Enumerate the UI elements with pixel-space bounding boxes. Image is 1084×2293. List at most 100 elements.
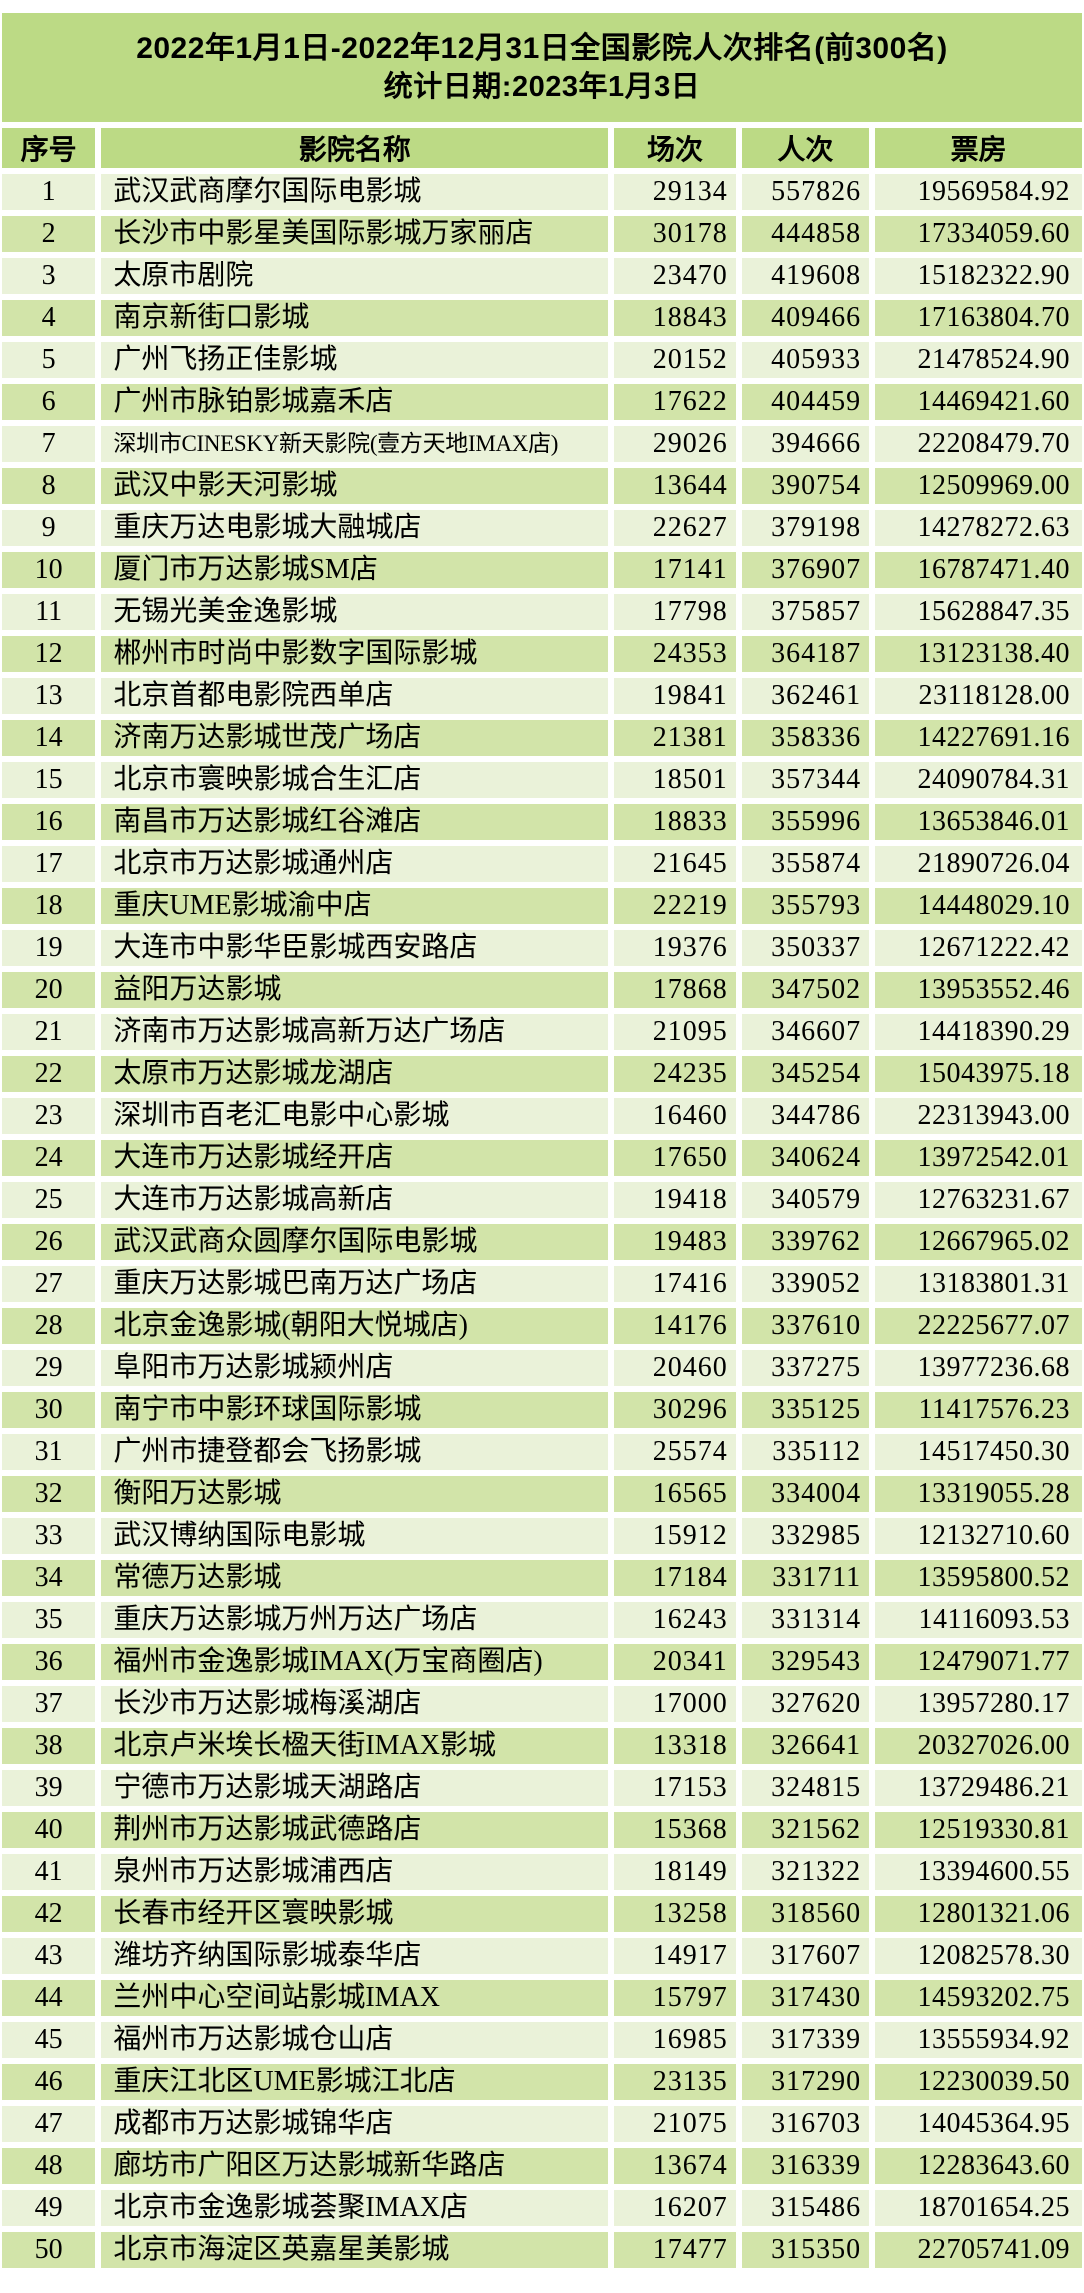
table-row: 28 北京金逸影城(朝阳大悦城店) 14176 337610 22225677.…: [2, 1308, 1082, 1344]
table-row: 15 北京市寰映影城合生汇店 18501 357344 24090784.31: [2, 762, 1082, 798]
cell-rank: 19: [2, 930, 96, 966]
cell-name: 南宁市中影环球国际影城: [101, 1392, 609, 1428]
cell-admissions: 329543: [741, 1644, 870, 1680]
cell-sessions: 17416: [614, 1266, 736, 1302]
cell-rank: 12: [2, 636, 96, 672]
cell-name: 常德万达影城: [101, 1560, 609, 1596]
cell-admissions: 444858: [741, 216, 870, 252]
cell-sessions: 19376: [614, 930, 736, 966]
cell-sessions: 21645: [614, 846, 736, 882]
cell-rank: 9: [2, 510, 96, 546]
cell-boxoffice: 18701654.25: [875, 2190, 1082, 2226]
cell-name: 武汉武商摩尔国际电影城: [101, 174, 609, 210]
cell-sessions: 15912: [614, 1518, 736, 1554]
cell-name: 成都市万达影城锦华店: [101, 2106, 609, 2142]
cell-boxoffice: 12230039.50: [875, 2064, 1082, 2100]
cell-name: 福州市万达影城仓山店: [101, 2022, 609, 2058]
table-row: 22 太原市万达影城龙湖店 24235 345254 15043975.18: [2, 1056, 1082, 1092]
cell-name: 武汉武商众圆摩尔国际电影城: [101, 1224, 609, 1260]
cell-rank: 42: [2, 1896, 96, 1932]
cell-rank: 15: [2, 762, 96, 798]
cell-rank: 2: [2, 216, 96, 252]
cell-rank: 29: [2, 1350, 96, 1386]
cell-admissions: 347502: [741, 972, 870, 1008]
table-row: 43 潍坊齐纳国际影城泰华店 14917 317607 12082578.30: [2, 1938, 1082, 1974]
cell-name: 廊坊市广阳区万达影城新华路店: [101, 2148, 609, 2184]
cell-rank: 18: [2, 888, 96, 924]
cell-boxoffice: 14517450.30: [875, 1434, 1082, 1470]
cell-rank: 23: [2, 1098, 96, 1134]
cell-admissions: 419608: [741, 258, 870, 294]
cell-boxoffice: 12801321.06: [875, 1896, 1082, 1932]
cell-sessions: 21075: [614, 2106, 736, 2142]
cell-sessions: 13674: [614, 2148, 736, 2184]
cell-sessions: 15797: [614, 1980, 736, 2016]
cell-boxoffice: 13729486.21: [875, 1770, 1082, 1806]
cell-admissions: 375857: [741, 594, 870, 630]
cell-boxoffice: 24090784.31: [875, 762, 1082, 798]
cell-sessions: 24353: [614, 636, 736, 672]
cell-boxoffice: 12519330.81: [875, 1812, 1082, 1848]
report-title: 2022年1月1日-2022年12月31日全国影院人次排名(前300名): [136, 31, 948, 65]
cinema-attendance-ranking-page: 2022年1月1日-2022年12月31日全国影院人次排名(前300名) 统计日…: [0, 13, 1084, 2293]
cell-name: 太原市万达影城龙湖店: [101, 1056, 609, 1092]
cell-sessions: 19483: [614, 1224, 736, 1260]
cell-rank: 3: [2, 258, 96, 294]
cell-admissions: 340579: [741, 1182, 870, 1218]
cell-admissions: 345254: [741, 1056, 870, 1092]
cell-rank: 30: [2, 1392, 96, 1428]
table-row: 3 太原市剧院 23470 419608 15182322.90: [2, 258, 1082, 294]
cell-name: 重庆万达影城巴南万达广场店: [101, 1266, 609, 1302]
cell-sessions: 20341: [614, 1644, 736, 1680]
cell-boxoffice: 12763231.67: [875, 1182, 1082, 1218]
cell-admissions: 339052: [741, 1266, 870, 1302]
table-row: 18 重庆UME影城渝中店 22219 355793 14448029.10: [2, 888, 1082, 924]
cell-boxoffice: 13319055.28: [875, 1476, 1082, 1512]
table-row: 23 深圳市百老汇电影中心影城 16460 344786 22313943.00: [2, 1098, 1082, 1134]
table-row: 38 北京卢米埃长楹天街IMAX影城 13318 326641 20327026…: [2, 1728, 1082, 1764]
cell-rank: 16: [2, 804, 96, 840]
cell-sessions: 20152: [614, 342, 736, 378]
table-row: 33 武汉博纳国际电影城 15912 332985 12132710.60: [2, 1518, 1082, 1554]
cell-boxoffice: 12132710.60: [875, 1518, 1082, 1554]
cell-boxoffice: 13972542.01: [875, 1140, 1082, 1176]
cell-rank: 11: [2, 594, 96, 630]
cell-rank: 35: [2, 1602, 96, 1638]
table-row: 32 衡阳万达影城 16565 334004 13319055.28: [2, 1476, 1082, 1512]
cell-sessions: 21381: [614, 720, 736, 756]
cell-boxoffice: 22208479.70: [875, 426, 1082, 462]
cell-name: 长沙市中影星美国际影城万家丽店: [101, 216, 609, 252]
cell-sessions: 16985: [614, 2022, 736, 2058]
cell-rank: 36: [2, 1644, 96, 1680]
cell-boxoffice: 22225677.07: [875, 1308, 1082, 1344]
table-row: 40 荆州市万达影城武德路店 15368 321562 12519330.81: [2, 1812, 1082, 1848]
cell-admissions: 317430: [741, 1980, 870, 2016]
cell-sessions: 16460: [614, 1098, 736, 1134]
table-row: 50 北京市海淀区英嘉星美影城 17477 315350 22705741.09: [2, 2232, 1082, 2268]
cell-sessions: 14176: [614, 1308, 736, 1344]
cell-name: 南京新街口影城: [101, 300, 609, 336]
table-row: 19 大连市中影华臣影城西安路店 19376 350337 12671222.4…: [2, 930, 1082, 966]
report-subtitle: 统计日期:2023年1月3日: [383, 70, 701, 103]
cell-boxoffice: 13953552.46: [875, 972, 1082, 1008]
cell-rank: 21: [2, 1014, 96, 1050]
cell-name: 北京首都电影院西单店: [101, 678, 609, 714]
cell-boxoffice: 13555934.92: [875, 2022, 1082, 2058]
table-row: 17 北京市万达影城通州店 21645 355874 21890726.04: [2, 846, 1082, 882]
cell-boxoffice: 22705741.09: [875, 2232, 1082, 2268]
cell-name: 北京市金逸影城荟聚IMAX店: [101, 2190, 609, 2226]
cell-boxoffice: 11417576.23: [875, 1392, 1082, 1428]
cell-boxoffice: 17334059.60: [875, 216, 1082, 252]
cell-admissions: 364187: [741, 636, 870, 672]
cell-sessions: 17650: [614, 1140, 736, 1176]
cell-rank: 25: [2, 1182, 96, 1218]
cell-admissions: 315350: [741, 2232, 870, 2268]
cell-boxoffice: 14593202.75: [875, 1980, 1082, 2016]
cell-rank: 44: [2, 1980, 96, 2016]
cell-rank: 5: [2, 342, 96, 378]
cell-admissions: 317607: [741, 1938, 870, 1974]
cell-admissions: 337610: [741, 1308, 870, 1344]
cell-sessions: 14917: [614, 1938, 736, 1974]
cell-name: 厦门市万达影城SM店: [101, 552, 609, 588]
cell-rank: 28: [2, 1308, 96, 1344]
